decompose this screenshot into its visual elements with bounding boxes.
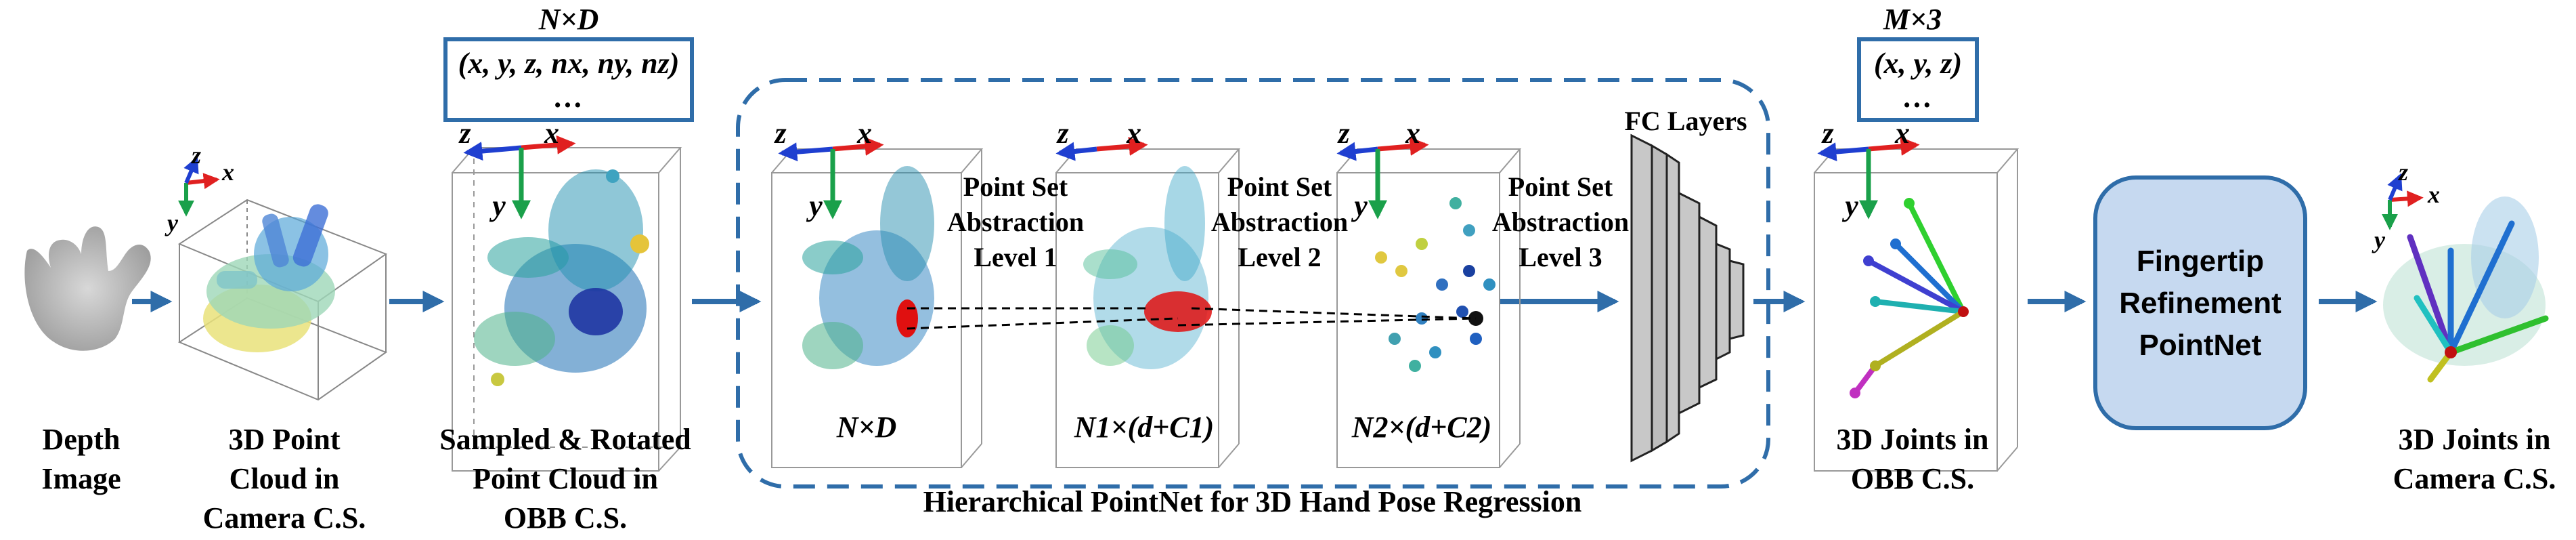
axes-net-1 (1055, 136, 1148, 161)
axis-label-y-out: y (2374, 226, 2385, 253)
output-hand (2383, 196, 2549, 383)
depth-image (24, 226, 151, 351)
abstraction-level-2-line2: Abstraction (1210, 207, 1349, 237)
axis-label-x: x (222, 159, 234, 186)
abstraction-level-1: Point Set Abstraction Level 1 (934, 169, 1097, 275)
abstraction-level-2: Point Set Abstraction Level 2 (1198, 169, 1361, 275)
fc-layers (1630, 133, 1745, 463)
refinement-line1: Fingertip (2136, 245, 2265, 278)
net-box-2 (1336, 148, 1522, 468)
axis-label-y-net0: y (809, 189, 823, 222)
refinement-line2: Refinement (2119, 287, 2282, 320)
fc-layers-label: FC Layers (1624, 106, 1747, 136)
obb-cloud-points (474, 169, 649, 386)
axis-label-z-net2: z (1338, 117, 1350, 150)
abstraction-level-3: Point Set Abstraction Level 3 (1479, 169, 1642, 275)
axes-output (2382, 173, 2424, 230)
axis-label-x-obb: x (544, 117, 559, 150)
label-cloud-camera-line3: Camera C.S. (202, 501, 366, 535)
axis-label-z: z (191, 142, 201, 169)
hierarchical-title: Hierarchical PointNet for 3D Hand Pose R… (923, 485, 1582, 518)
axis-label-z-net0: z (774, 117, 787, 150)
axis-label-y-joints: y (1845, 189, 1858, 222)
axis-label-x-net2: x (1405, 117, 1420, 150)
label-joints-camera-line1: 3D Joints in (2398, 423, 2551, 456)
output-box-title: M×3 (1883, 3, 1942, 36)
axis-label-x-out: x (2428, 181, 2440, 208)
refinement-line3: PointNet (2139, 329, 2262, 362)
axes-camera (178, 156, 220, 217)
axis-label-z-out: z (2398, 159, 2408, 186)
abstraction-level-3-line1: Point Set (1508, 171, 1613, 202)
axis-label-y: y (167, 209, 178, 236)
net-cloud-0 (802, 166, 934, 369)
axis-label-y-obb: y (492, 189, 506, 222)
label-cloud-obb-line3: OBB C.S. (503, 501, 628, 535)
axis-label-z-obb: z (459, 117, 471, 150)
axes-obb (463, 135, 576, 220)
label-joints-camera-line2: Camera C.S. (2393, 462, 2556, 495)
axes-joints-obb (1817, 136, 1920, 220)
refinement-label: Fingertip Refinement PointNet (2095, 241, 2305, 367)
dim-level2: N2×(d+C2) (1351, 411, 1492, 444)
output-box: (x, y, z) … (1857, 37, 1979, 122)
label-depth-image-line2: Image (41, 462, 121, 495)
output-box-line2: … (1903, 81, 1933, 114)
abstraction-level-2-line3: Level 2 (1238, 242, 1322, 272)
axis-label-z-net1: z (1057, 117, 1069, 150)
label-cloud-camera-line1: 3D Point (228, 423, 341, 456)
label-cloud-camera-line2: Cloud in (229, 462, 340, 495)
abstraction-level-3-line2: Abstraction (1491, 207, 1630, 237)
net-box-1 (1055, 148, 1241, 468)
label-depth-image: Depth Image (14, 420, 149, 499)
input-box: (x, y, z, nx, ny, nz) … (443, 37, 694, 122)
abstraction-level-2-line1: Point Set (1227, 171, 1332, 202)
label-cloud-obb-line2: Point Cloud in (473, 462, 658, 495)
label-cloud-camera: 3D Point Cloud in Camera C.S. (179, 420, 389, 538)
axis-label-x-net0: x (857, 117, 872, 150)
hierarchical-frame (736, 78, 1770, 489)
label-joints-obb: 3D Joints in OBB C.S. (1801, 420, 2024, 499)
abstraction-level-1-line1: Point Set (963, 171, 1068, 202)
dim-level0: N×D (836, 411, 897, 444)
abstraction-level-3-line3: Level 3 (1519, 242, 1602, 272)
net-cloud-1 (1083, 166, 1212, 369)
dim-level1: N1×(d+C1) (1074, 411, 1215, 444)
input-box-line2: … (554, 81, 584, 114)
abstraction-level-1-line2: Abstraction (946, 207, 1085, 237)
camera-cloud-hand (203, 204, 335, 352)
label-cloud-obb: Sampled & Rotated Point Cloud in OBB C.S… (406, 420, 724, 538)
net-cloud-2 (1375, 197, 1496, 372)
axis-label-x-joints: x (1895, 117, 1910, 150)
label-cloud-obb-line1: Sampled & Rotated (439, 423, 691, 456)
output-box-line1: (x, y, z) (1873, 47, 1963, 80)
input-box-title: N×D (538, 3, 599, 36)
axes-net-0 (778, 136, 884, 220)
label-joints-obb-line2: OBB C.S. (1850, 462, 1975, 495)
axes-net-2 (1336, 136, 1429, 220)
level-connections (907, 307, 1477, 330)
label-joints-camera: 3D Joints in Camera C.S. (2373, 420, 2576, 499)
axis-label-x-net1: x (1127, 117, 1141, 150)
input-box-line1: (x, y, z, nx, ny, nz) (458, 47, 680, 80)
refinement-box (2093, 175, 2307, 430)
abstraction-level-1-line3: Level 1 (974, 242, 1057, 272)
joints-skeleton (1850, 198, 1969, 398)
label-joints-obb-line1: 3D Joints in (1836, 423, 1989, 456)
label-depth-image-line1: Depth (42, 423, 121, 456)
obb-cloud-box (452, 147, 682, 472)
axis-label-z-joints: z (1822, 117, 1834, 150)
axis-label-y-net2: y (1354, 189, 1368, 222)
